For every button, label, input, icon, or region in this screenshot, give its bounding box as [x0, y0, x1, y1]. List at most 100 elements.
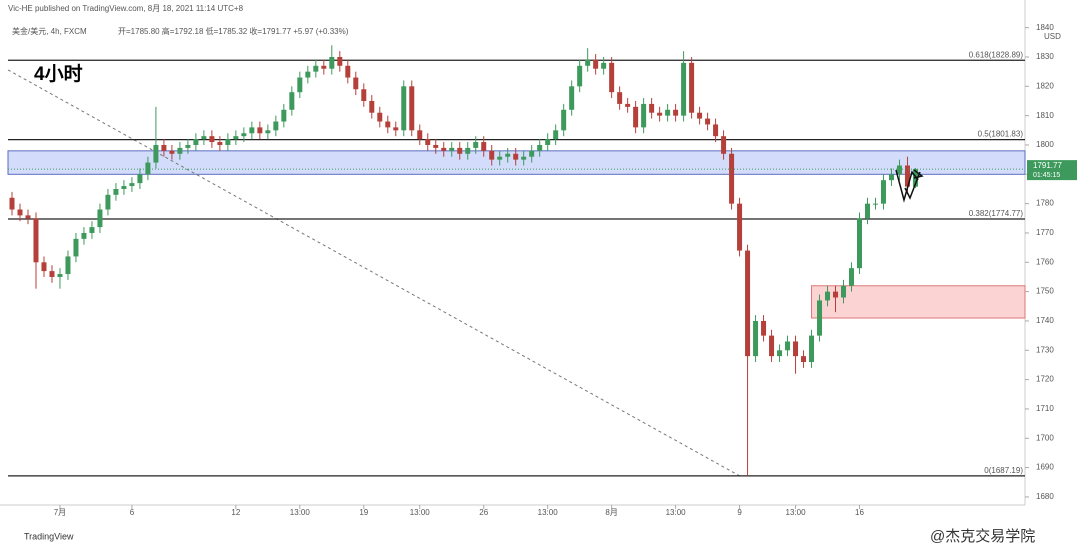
y-tick-label: 1710	[1036, 404, 1054, 413]
candle-body	[33, 218, 39, 263]
candle-body	[489, 150, 495, 160]
candle-body	[713, 124, 719, 137]
candle-body	[577, 65, 583, 87]
y-tick-label: 1730	[1036, 345, 1054, 354]
candle-body	[129, 183, 135, 187]
candle-body	[89, 227, 95, 233]
candle-body	[880, 180, 886, 204]
candle-body	[113, 188, 119, 195]
y-tick-label: 1720	[1036, 375, 1054, 384]
candle-body	[625, 103, 631, 107]
candle-body	[481, 142, 487, 151]
y-tick-label: 1760	[1036, 257, 1054, 266]
fib-label: 0.382(1774.77)	[969, 209, 1024, 218]
candle-body	[649, 103, 655, 113]
candle-body	[904, 165, 910, 187]
candle-body	[417, 130, 423, 140]
candle-body	[793, 341, 799, 357]
candle-body	[161, 144, 167, 151]
candle-body	[225, 139, 231, 145]
x-tick-label: 13:00	[538, 508, 559, 517]
candle-body	[561, 109, 567, 131]
candle-body	[305, 71, 311, 78]
candle-body	[705, 118, 711, 125]
candle-body	[601, 62, 607, 69]
candle-body	[9, 197, 15, 210]
x-tick-label: 26	[479, 508, 488, 517]
x-tick-label: 7月	[54, 508, 66, 517]
x-tick-label: 16	[855, 508, 864, 517]
candle-body	[689, 62, 695, 113]
candle-body	[193, 139, 199, 145]
y-tick-label: 1770	[1036, 228, 1054, 237]
candle-body	[465, 147, 471, 154]
candle-body	[633, 106, 639, 128]
candle-body	[233, 136, 239, 140]
y-tick-label: 1750	[1036, 287, 1054, 296]
candle-body	[833, 291, 839, 298]
candle-body	[433, 144, 439, 148]
candle-body	[697, 112, 703, 119]
candle-body	[345, 65, 351, 78]
candle-body	[521, 156, 527, 160]
candle-body	[681, 62, 687, 116]
candle-body	[265, 130, 271, 134]
candle-body	[553, 130, 559, 140]
candle-body	[353, 77, 359, 90]
candle-body	[409, 86, 415, 131]
candle-body	[505, 153, 511, 157]
candle-body	[817, 300, 823, 336]
candle-body	[281, 109, 287, 122]
candle-body	[737, 203, 743, 251]
y-tick-label: 1800	[1036, 140, 1054, 149]
x-tick-label: 19	[359, 508, 368, 517]
x-tick-label: 9	[737, 508, 742, 517]
candle-body	[753, 320, 759, 357]
last-price-box	[1027, 160, 1077, 181]
watermark: @杰克交易学院	[930, 527, 1035, 545]
y-tick-label: 1810	[1036, 111, 1054, 120]
candle-body	[321, 65, 327, 69]
candle-body	[313, 65, 319, 72]
candle-body	[297, 77, 303, 93]
candle-body	[593, 59, 599, 69]
candle-body	[441, 147, 447, 151]
candle-body	[721, 136, 727, 154]
candle-body	[145, 162, 151, 175]
candle-body	[888, 174, 894, 181]
candle-body	[529, 150, 535, 157]
candle-body	[809, 335, 815, 363]
trendline	[7, 69, 740, 477]
candle-body	[329, 56, 335, 69]
candle-body	[785, 341, 791, 351]
y-tick-label: 1680	[1036, 492, 1054, 501]
candle-body	[257, 127, 263, 134]
candle-body	[537, 144, 543, 151]
candle-body	[569, 86, 575, 110]
candle-body	[249, 127, 255, 134]
candle-body	[401, 86, 407, 131]
candle-body	[801, 356, 807, 363]
x-tick-label: 6	[130, 508, 135, 517]
publisher: Vic-HE published on TradingView.com, 8月 …	[8, 4, 244, 13]
candle-body	[73, 238, 79, 257]
candle-body	[65, 256, 71, 275]
currency: USD	[1044, 32, 1061, 41]
y-tick-label: 1840	[1036, 23, 1054, 32]
candle-body	[513, 153, 519, 160]
candle-body	[673, 109, 679, 116]
x-tick-label: 13:00	[410, 508, 431, 517]
symbol: 美金/美元, 4h, FXCM	[12, 26, 87, 36]
candle-body	[545, 139, 551, 145]
candle-body	[825, 291, 831, 301]
candle-body	[273, 121, 279, 131]
candle-body	[617, 92, 623, 104]
zone	[811, 285, 1026, 319]
candle-body	[241, 133, 247, 137]
y-tick-label: 1780	[1036, 199, 1054, 208]
candle-body	[856, 218, 862, 269]
candle-body	[177, 147, 183, 154]
x-tick-label: 13:00	[786, 508, 807, 517]
x-tick-label: 12	[231, 508, 240, 517]
candle-body	[896, 165, 902, 175]
